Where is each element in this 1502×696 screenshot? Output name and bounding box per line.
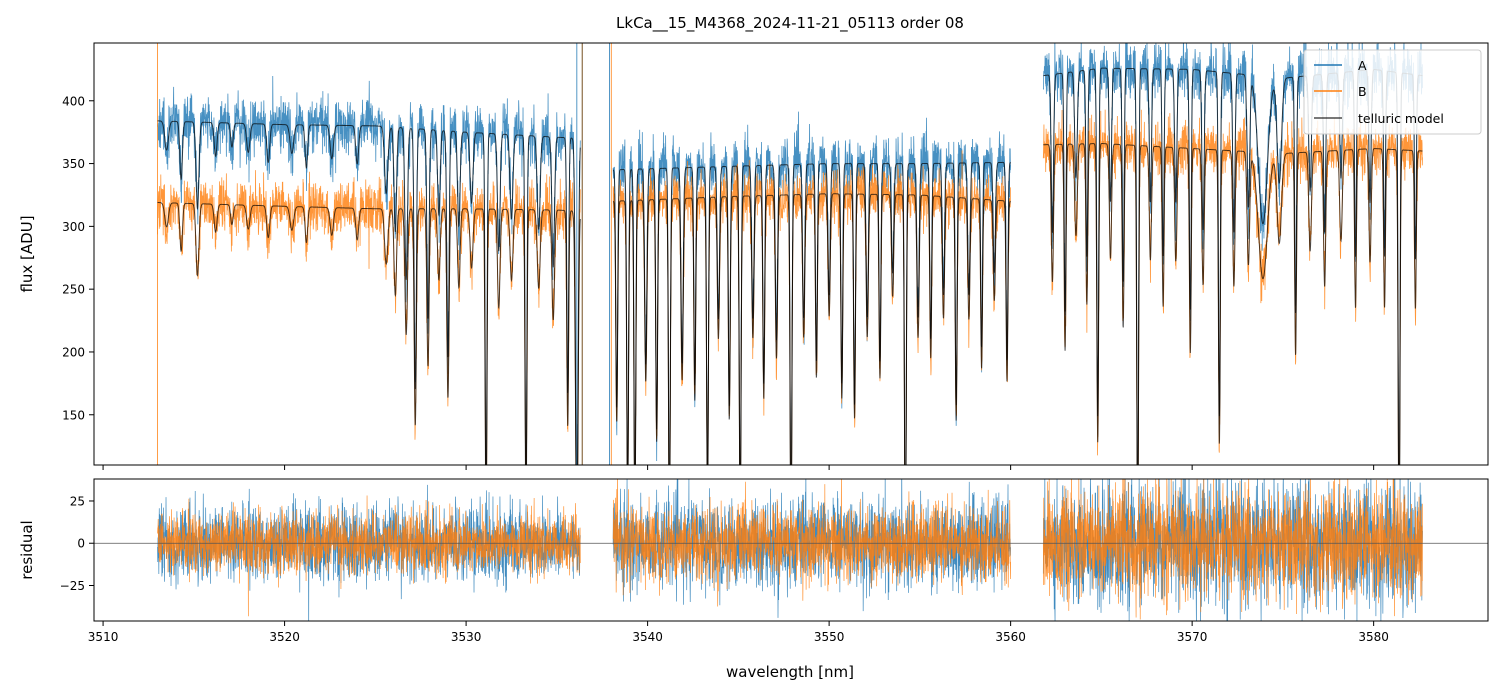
top-panel: 150 200 250 300 350 400 flux [ADU] A B tellur…: [18, 42, 1489, 470]
residual-b-segment-2: [612, 479, 1011, 607]
x-axis-label: wavelength [nm]: [726, 663, 854, 681]
bottom-y-axis-label: residual: [18, 520, 36, 579]
legend-label-a: A: [1358, 58, 1367, 73]
bottom-x-tick-label-3520: 3520: [269, 630, 300, 644]
bottom-y-ticks: −25 0 25: [60, 494, 94, 593]
chart-title: LkCa__15_M4368_2024-11-21_05113 order 08: [616, 14, 964, 33]
top-y-tick-label-350: 350: [62, 157, 85, 171]
top-y-tick-label-250: 250: [62, 283, 85, 297]
top-x-ticks: [102, 465, 1375, 470]
top-y-tick-label-400: 400: [62, 94, 85, 108]
bottom-x-tick-label-3570: 3570: [1177, 630, 1208, 644]
legend-frame: [1303, 49, 1482, 135]
bottom-y-tick-label-25: 25: [70, 494, 85, 508]
top-axes-frame: [93, 42, 1489, 466]
bottom-x-tick-label-3530: 3530: [451, 630, 482, 644]
top-y-ticks: 150 200 250 300 350 400: [62, 94, 94, 422]
top-y-axis-label: flux [ADU]: [18, 215, 36, 292]
bottom-x-tick-label-3540: 3540: [632, 630, 663, 644]
top-y-tick-label-200: 200: [62, 345, 85, 359]
bottom-plot-area: [94, 479, 1488, 621]
top-y-tick-label-300: 300: [62, 220, 85, 234]
residual-b-segment-1: [157, 495, 581, 617]
residual-b-segment-3: [1042, 479, 1423, 620]
bottom-y-tick-label-0: 0: [77, 537, 85, 551]
bottom-x-tick-label-3510: 3510: [88, 630, 119, 644]
top-plot-area: [157, 43, 1423, 465]
bottom-x-tick-label-3550: 3550: [814, 630, 845, 644]
bottom-y-tick-label--25: −25: [60, 579, 85, 593]
bottom-axes-frame: [93, 478, 1489, 622]
telluric-model-b-segment-3: [1043, 143, 1423, 465]
legend: A B telluric model: [1303, 49, 1482, 135]
top-y-tick-label-150: 150: [62, 408, 85, 422]
telluric-model-b-segment-1: [157, 202, 581, 465]
bottom-x-tick-label-3580: 3580: [1358, 630, 1389, 644]
telluric-model-a-segment-1: [157, 120, 581, 465]
legend-label-b: B: [1358, 84, 1367, 99]
telluric-model-b-segment-2: [612, 193, 1011, 465]
legend-label-telluric: telluric model: [1358, 111, 1444, 126]
bottom-x-tick-label-3560: 3560: [995, 630, 1026, 644]
bottom-x-ticks: 3510 3520 3530 3540 3550 3560 3570 3580: [88, 621, 1389, 644]
